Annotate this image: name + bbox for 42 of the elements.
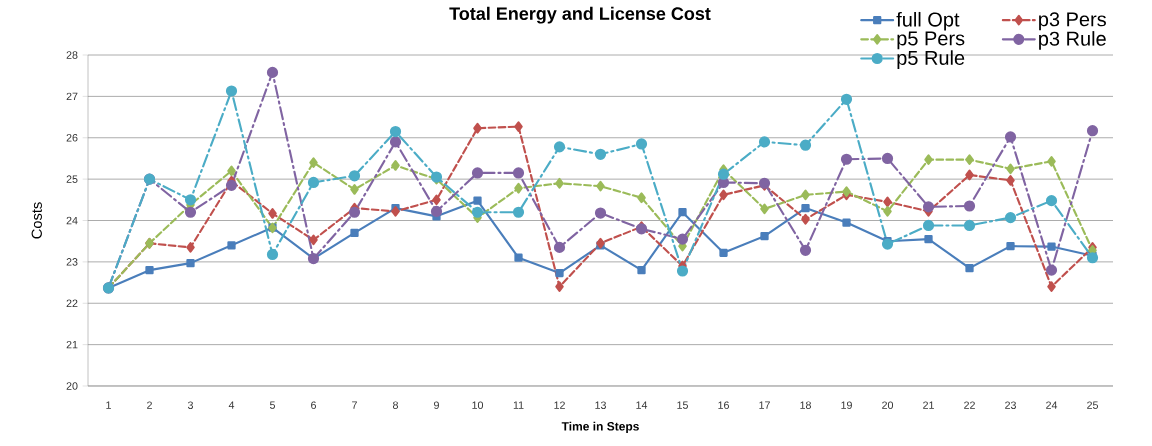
x-tick-label: 14 — [636, 401, 648, 409]
legend-label: p5 Rule — [897, 50, 965, 69]
y-tick-label: 20 — [66, 382, 78, 390]
x-tick-label: 6 — [311, 401, 316, 409]
x-tick-label: 3 — [187, 401, 193, 409]
chart-title: Total Energy and License Cost — [449, 6, 711, 24]
x-tick-label: 20 — [882, 401, 894, 409]
x-tick-label: 24 — [1046, 401, 1058, 409]
x-tick-label: 15 — [677, 401, 688, 409]
x-tick-label: 19 — [841, 401, 852, 409]
y-axis-title: Costs — [31, 202, 42, 239]
y-tick-label: 27 — [66, 92, 78, 101]
legend-label: p5 Pers — [897, 31, 965, 50]
x-tick-label: 17 — [759, 401, 770, 409]
x-tick-label: 16 — [718, 401, 729, 409]
x-tick-label: 2 — [147, 401, 152, 409]
x-tick-label: 25 — [1087, 401, 1098, 409]
x-tick-label: 7 — [352, 401, 357, 409]
legend-label: p3 Rule — [1039, 31, 1106, 50]
y-tick-label: 26 — [66, 133, 78, 142]
y-tick-label: 21 — [66, 340, 78, 349]
x-tick-label: 9 — [434, 401, 439, 409]
x-tick-label: 5 — [269, 401, 276, 409]
y-tick-label: 23 — [66, 258, 78, 266]
y-tick-label: 22 — [66, 299, 78, 307]
x-tick-label: 1 — [106, 401, 111, 409]
x-tick-label: 8 — [393, 401, 398, 409]
x-axis-title: Time in Steps — [561, 421, 639, 433]
x-tick-label: 10 — [472, 401, 484, 409]
x-tick-label: 13 — [595, 401, 606, 409]
x-tick-label: 11 — [513, 401, 524, 409]
x-tick-label: 23 — [1005, 401, 1016, 409]
x-tick-label: 21 — [923, 401, 934, 409]
legend-label: full Opt — [896, 11, 960, 31]
x-tick-label: 4 — [228, 401, 235, 409]
x-tick-label: 22 — [964, 401, 975, 409]
x-tick-label: 18 — [800, 401, 811, 409]
y-tick-label: 25 — [66, 175, 78, 183]
legend-label: p3 Pers — [1039, 12, 1106, 31]
y-tick-label: 28 — [66, 51, 78, 59]
x-tick-label: 12 — [554, 401, 565, 409]
y-tick-label: 24 — [66, 216, 78, 225]
